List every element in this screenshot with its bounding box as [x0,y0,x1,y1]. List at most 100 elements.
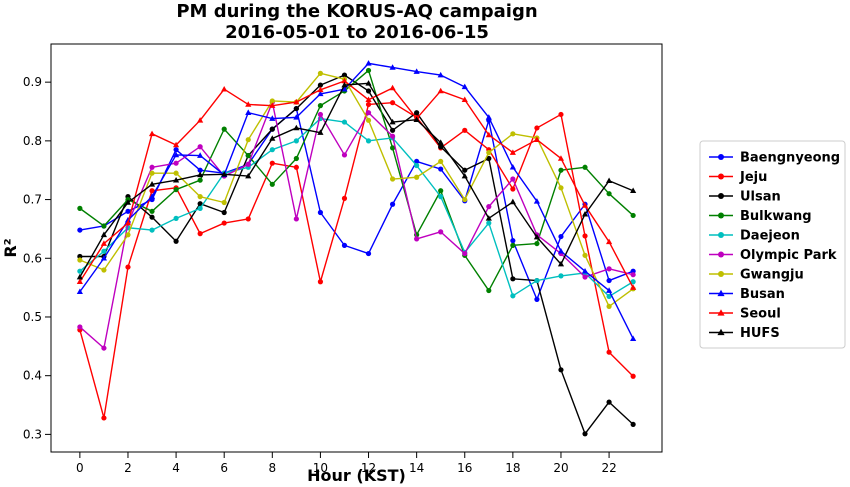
legend-item: Bulkwang [709,209,812,224]
x-tick-label: 20 [553,461,568,475]
data-point [149,214,155,220]
data-point [76,278,83,285]
x-tick-label: 2 [124,461,132,475]
legend-label: HUFS [740,326,780,341]
data-point [365,138,372,144]
data-point [605,287,613,293]
legend-item: Olympic Park [709,248,837,263]
data-point [221,171,228,177]
data-point [461,172,468,179]
x-tick-label: 8 [268,461,276,475]
y-tick-label: 0.6 [23,251,42,265]
series-line-daejeon [79,117,634,298]
series-line-hufs [79,82,634,278]
data-point [172,176,180,183]
x-tick-label: 18 [505,461,520,475]
series-line-baengnyeong [79,107,634,301]
data-point [630,335,637,341]
data-point [124,199,132,205]
legend-item: Jeju [709,170,767,185]
data-point [76,288,83,295]
data-point [438,166,444,172]
x-tick-label: 4 [172,461,180,475]
data-point [630,279,636,285]
data-point [317,129,324,135]
legend-label: Olympic Park [740,248,837,263]
data-point [149,170,155,176]
legend-label: Bulkwang [740,209,812,224]
x-tick-label: 16 [457,461,472,475]
data-point [485,114,492,120]
data-point [582,274,588,280]
data-point [534,240,540,247]
data-point [509,164,516,170]
legend-marker [718,232,724,238]
data-point [389,118,396,125]
data-point [124,216,132,223]
data-point [389,145,396,151]
legend-marker [718,251,724,258]
data-point [582,252,588,258]
data-point [293,105,299,112]
data-point [221,220,227,226]
legend-item: HUFS [709,326,780,341]
legend-marker [718,154,724,160]
data-point [510,186,516,192]
data-point [462,167,468,173]
x-tick-label: 6 [220,461,228,475]
data-point [389,100,396,106]
legend-marker [718,173,724,180]
data-point [269,181,275,187]
data-point [558,367,564,373]
data-point [269,102,276,108]
data-point [389,133,396,139]
y-tick-label: 0.3 [23,427,42,441]
y-tick-label: 0.4 [23,369,42,383]
data-point [269,115,276,121]
data-point [533,198,541,204]
data-point [221,199,227,206]
legend-label: Jeju [739,170,767,185]
data-point [606,293,612,300]
data-point [269,160,275,166]
data-point [100,240,108,246]
data-point [197,205,203,211]
data-point [438,188,444,194]
data-point [365,80,372,86]
data-point [197,177,203,183]
data-point [341,81,348,88]
data-point [558,273,564,279]
data-point [413,116,420,123]
data-point [485,215,492,221]
data-point [77,268,83,274]
data-point [461,83,468,90]
data-point [101,248,107,254]
data-point [486,220,492,226]
data-point [317,279,324,285]
data-point [149,164,155,170]
data-point [606,277,612,284]
data-point [534,125,540,131]
data-point [438,194,444,200]
data-point [365,101,372,108]
series-line-olympic-park [79,101,634,349]
data-point [173,186,179,193]
series-daejeon [77,115,636,300]
data-point [389,176,396,182]
x-tick-label: 0 [76,461,84,475]
data-point [100,255,108,261]
data-point [245,152,251,159]
chart-subtitle: 2016-05-01 to 2016-06-15 [225,22,489,43]
data-point [341,195,348,201]
data-point [462,127,468,133]
data-point [197,144,203,150]
x-tick-label: 14 [409,461,424,475]
data-point [438,158,444,165]
data-point [125,232,131,238]
legend-label: Busan [740,287,785,302]
data-point [245,101,252,107]
data-point [317,103,324,109]
data-point [365,250,372,257]
data-point [124,219,132,226]
